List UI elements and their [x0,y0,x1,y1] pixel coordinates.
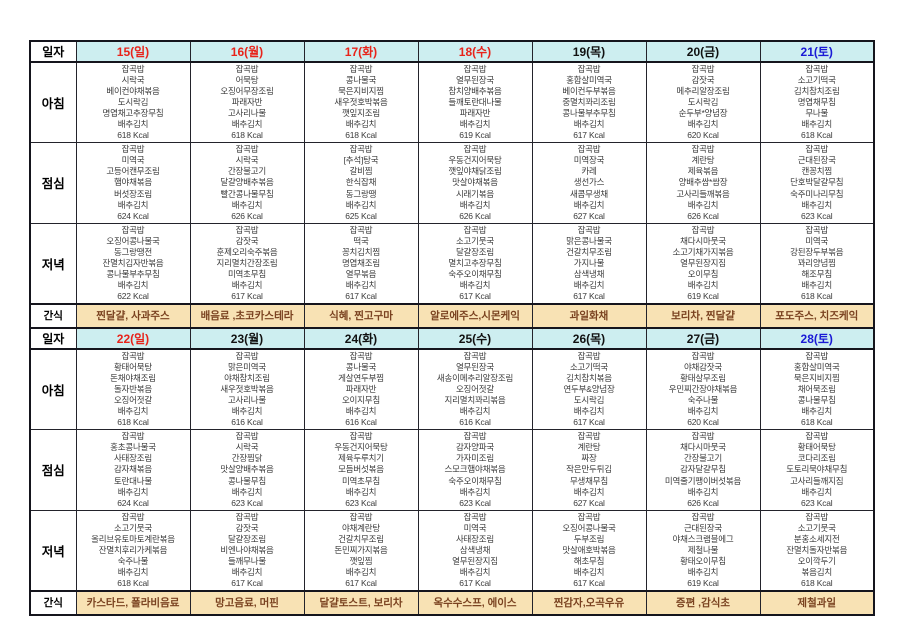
meal-cell: 잡곡밥 오징어콩나물국 두부조림 맛살애호박볶음 해초무침 배추김치 617 K… [531,509,647,592]
week-1-snack-row: 간식 찐달걀, 사과주스 배음료 ,초코카스테라 식혜, 찐고구마 알로에주스,시몬케익… [29,302,875,329]
meal-cell: 잡곡밥 오징어콩나물국 동그랑땡전 잔멸치김자반볶음 콩나물부추무침 배추김치 … [75,222,191,305]
date-row-label: 일자 [29,40,77,63]
meal-cell: 잡곡밥 미역국 고등어캔무조림 햄야채볶음 버섯장조림 배추김치 624 Kca… [75,142,191,224]
menu-table-body: 일자 15(일) 16(월) 17(화) 18(수) 19(목) 20(금) 21(토) 아침 잡… [29,40,875,616]
snack-cell: 보리차, 찐달걀 [645,302,761,329]
snack-cell: 망고음료, 머핀 [189,589,305,616]
meal-cell: 잡곡밥 맑은콩나물국 건갈치무조림 가지나물 삼색냉채 배추김치 617 Kca… [531,222,647,305]
date-cell: 26(목) [531,326,647,350]
week-1-meal-row-3: 저녁 잡곡밥 오징어콩나물국 동그랑땡전 잔멸치김자반볶음 콩나물부추무침 배추김… [29,222,875,305]
snack-row-label: 간식 [29,589,77,616]
date-cell: 18(수) [417,40,533,63]
meal-cell: 잡곡밥 근대된장국 캔꽁치찜 단호박달걀무침 숙주미나리무침 배추김치 623 … [759,142,875,224]
meal-cell: 잡곡밥 황태어묵탕 돈채야채조림 돌자반볶음 오징어젓갈 배추김치 618 Kc… [75,348,191,431]
date-cell: 16(월) [189,40,305,63]
meal-row-label: 저녁 [29,222,77,305]
date-cell: 23(월) [189,326,305,350]
date-cell: 28(토) [759,326,875,350]
date-cell: 27(금) [645,326,761,350]
snack-cell: 포도주스, 치즈케익 [759,302,875,329]
week-2-meal-row-1: 아침 잡곡밥 황태어묵탕 돈채야채조림 돌자반볶음 오징어젓갈 배추김치 618 … [29,348,875,431]
date-cell: 25(수) [417,326,533,350]
meal-cell: 잡곡밥 감자양파국 가자미조림 스모크햄야채볶음 숙주오이채무침 배추김치 62… [417,429,533,511]
meal-cell: 잡곡밥 감잣국 메추리알장조림 도시락김 순두부*양념장 배추김치 620 Kc… [645,61,761,144]
meal-cell: 잡곡밥 우동건지어묵탕 제육두루치기 모듬버섯볶음 미역초무침 배추김치 623… [303,429,419,511]
snack-cell: 찐달걀, 사과주스 [75,302,191,329]
meal-cell: 잡곡밥 시락국 간장찜닭 맛살양배추볶음 콩나물무침 배추김치 623 Kcal [189,429,305,511]
meal-cell: 잡곡밥 계란탕 제육볶음 양배추쌈*쌈장 고사리들깨볶음 배추김치 626 Kc… [645,142,761,224]
menu-table: 일자 15(일) 16(월) 17(화) 18(수) 19(목) 20(금) 21(토) 아침 잡… [29,40,875,616]
meal-cell: 잡곡밥 홍초콩나물국 사태장조림 감자채볶음 토란대나물 배추김치 624 Kc… [75,429,191,511]
snack-cell: 배음료 ,초코카스테라 [189,302,305,329]
meal-cell: 잡곡밥 홍합살미역국 묵은지비지찜 채어묵조림 콩나물무침 배추김치 618 K… [759,348,875,431]
meal-cell: 잡곡밥 열무된장국 새송이메추리알장조림 오징어젓갈 지리멸치꽈리볶음 배추김치… [417,348,533,431]
meal-cell: 잡곡밥 감잣국 달걀장조림 비엔나야채볶음 들깨무나물 배추김치 617 Kca… [189,509,305,592]
week-1-date-row: 일자 15(일) 16(월) 17(화) 18(수) 19(목) 20(금) 21(토) [29,40,875,63]
meal-cell: 잡곡밥 콩나물국 게살연두부찜 파래자반 오이지무침 배추김치 616 Kcal [303,348,419,431]
meal-cell: 잡곡밥 시락국 간장불고기 달걀양배추볶음 빨간콩나물무침 배추김치 626 K… [189,142,305,224]
meal-cell: 잡곡밥 근대된장국 야채스크램블에그 제철나물 황태오이무침 배추김치 619 … [645,509,761,592]
snack-cell: 제철과일 [759,589,875,616]
meal-row-label: 아침 [29,348,77,431]
snack-cell: 식혜, 찐고구마 [303,302,419,329]
meal-cell: 잡곡밥 홍합살미역국 베이컨두부볶음 중멸치꽈리조림 콩나물부추무침 배추김치 … [531,61,647,144]
date-cell: 15(일) [75,40,191,63]
snack-cell: 카스타드, 폴라비음료 [75,589,191,616]
week-2-snack-row: 간식 카스타드, 폴라비음료 망고음료, 머핀 달걀토스트, 보리차 옥수수스프, 에이… [29,589,875,616]
meal-row-label: 저녁 [29,509,77,592]
week-2-meal-row-3: 저녁 잡곡밥 소고기뭇국 올리브유토마토계란볶음 잔멸치후리가케볶음 숙주나물 배… [29,509,875,592]
meal-row-label: 점심 [29,142,77,224]
meal-cell: 잡곡밥 소고기뭇국 올리브유토마토계란볶음 잔멸치후리가케볶음 숙주나물 배추김… [75,509,191,592]
meal-cell: 잡곡밥 소고기떡국 김치참치볶음 연두부&양념장 도시락김 배추김치 617 K… [531,348,647,431]
meal-cell: 잡곡밥 콩나물국 묵은지비지찜 새우젓호박볶음 깻잎지조림 배추김치 618 K… [303,61,419,144]
meal-cell: 잡곡밥 미역장국 카레 생선가스 새콤무생채 배추김치 627 Kcal [531,142,647,224]
meal-cell: 잡곡밥 채다시마뭇국 소고기채가지볶음 열무된장지짐 오이무침 배추김치 619… [645,222,761,305]
meal-cell: 잡곡밥 소고기떡국 김치참치조림 명엽채무침 무나물 배추김치 618 Kcal [759,61,875,144]
week-1-meal-row-2: 점심 잡곡밥 미역국 고등어캔무조림 햄야채볶음 버섯장조림 배추김치 624 K… [29,142,875,224]
meal-cell: 잡곡밥 미역국 사태장조림 삼색냉채 열무된장지짐 배추김치 617 Kcal [417,509,533,592]
date-cell: 17(화) [303,40,419,63]
snack-cell: 달걀토스트, 보리차 [303,589,419,616]
week-1-meal-row-1: 아침 잡곡밥 시락국 베이컨야채볶음 도시락김 명엽채고추장무침 배추김치 618… [29,61,875,144]
meal-cell: 잡곡밥 소고기뭇국 달걀장조림 멸치고추장무침 숙주오이채무침 배추김치 617… [417,222,533,305]
meal-row-label: 점심 [29,429,77,511]
date-row-label: 일자 [29,326,77,350]
date-cell: 19(목) [531,40,647,63]
date-cell: 20(금) [645,40,761,63]
week-2-date-row: 일자 22(일) 23(월) 24(화) 25(수) 26(목) 27(금) 28(토) [29,326,875,350]
meal-cell: 잡곡밥 황태어묵탕 코다리조림 도토리묵야채무침 고사리들깨지짐 배추김치 62… [759,429,875,511]
meal-row-label: 아침 [29,61,77,144]
meal-cell: 잡곡밥 시락국 베이컨야채볶음 도시락김 명엽채고추장무침 배추김치 618 K… [75,61,191,144]
meal-cell: 잡곡밥 채다시마뭇국 간장불고기 감자달걀무침 미역줄기팽이버섯볶음 배추김치 … [645,429,761,511]
snack-cell: 알로에주스,시몬케익 [417,302,533,329]
date-cell: 22(일) [75,326,191,350]
meal-cell: 잡곡밥 야채감잣국 황태살무조림 우민찌간장야채볶음 숙주나물 배추김치 620… [645,348,761,431]
meal-cell: 잡곡밥 소고기뭇국 분홍소세지전 잔멸치돌자반볶음 오이깍두기 볶음김치 618… [759,509,875,592]
meal-cell: 잡곡밥 맑은미역국 야채참치조림 새우젓호박볶음 고사리나물 배추김치 616 … [189,348,305,431]
week-2-meal-row-2: 점심 잡곡밥 홍초콩나물국 사태장조림 감자채볶음 토란대나물 배추김치 624 … [29,429,875,511]
date-cell: 24(화) [303,326,419,350]
snack-row-label: 간식 [29,302,77,329]
meal-cell: 잡곡밥 우동건지어묵탕 깻잎야채닭조림 맛살야채볶음 시래기볶음 배추김치 62… [417,142,533,224]
meal-cell: 잡곡밥 미역국 강된장두부볶음 꽈리양념찜 해조무침 배추김치 618 Kcal [759,222,875,305]
meal-cell: 잡곡밥 감잣국 훈제오리숙주볶음 지리멸치간장조림 미역초무침 배추김치 617… [189,222,305,305]
meal-cell: 잡곡밥 계란탕 짜장 작은만두튀김 무생채무침 배추김치 627 Kcal [531,429,647,511]
meal-cell: 잡곡밥 떡국 꽁치김치찜 명엽채조림 열무볶음 배추김치 617 Kcal [303,222,419,305]
meal-cell: 잡곡밥 [추석]탕국 갈비찜 한식잡채 동그랑땡 배추김치 625 Kcal [303,142,419,224]
meal-cell: 잡곡밥 어묵탕 오징어무장조림 파래자반 고사리나물 배추김치 618 Kcal [189,61,305,144]
snack-cell: 과일화채 [531,302,647,329]
snack-cell: 옥수수스프, 에이스 [417,589,533,616]
meal-cell: 잡곡밥 열무된장국 참치양배추볶음 들깨토란대나물 파래자반 배추김치 619 … [417,61,533,144]
meal-cell: 잡곡밥 야채계란탕 건갈치무조림 돈민찌가지볶음 깻잎찜 배추김치 617 Kc… [303,509,419,592]
snack-cell: 찐감자,오곡우유 [531,589,647,616]
date-cell: 21(토) [759,40,875,63]
snack-cell: 증편 ,감식초 [645,589,761,616]
